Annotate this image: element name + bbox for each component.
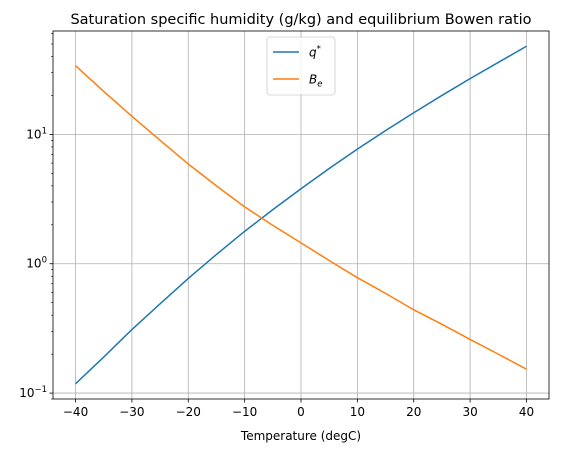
- x-axis-label: Temperature (degC): [240, 429, 361, 443]
- series-line-q-star: [75, 45, 527, 385]
- legend-label: q*: [309, 45, 321, 60]
- y-tick-label: 100: [26, 256, 47, 271]
- legend: q* Be: [266, 36, 336, 96]
- y-tick-label: 101: [26, 126, 47, 141]
- series-line-b-e: [75, 65, 527, 370]
- x-tick-label: 10: [350, 405, 365, 419]
- x-tick-label: 20: [406, 405, 421, 419]
- x-ticks: −40 −30 −20 −10 0 10 20 30 40: [63, 399, 534, 419]
- x-tick-label: −20: [176, 405, 201, 419]
- y-ticks: 10−1 100 101: [19, 33, 53, 400]
- x-tick-label: −40: [63, 405, 88, 419]
- y-tick-label: 10−1: [19, 385, 47, 400]
- x-tick-label: −10: [232, 405, 257, 419]
- x-tick-label: −30: [119, 405, 144, 419]
- legend-box: [266, 36, 336, 96]
- legend-label: Be: [309, 73, 322, 90]
- x-tick-label: 30: [462, 405, 477, 419]
- x-tick-label: 40: [519, 405, 534, 419]
- x-tick-label: 0: [297, 405, 305, 419]
- grid: [53, 31, 549, 399]
- series-layer: [75, 45, 527, 385]
- chart-title: Saturation specific humidity (g/kg) and …: [70, 12, 531, 28]
